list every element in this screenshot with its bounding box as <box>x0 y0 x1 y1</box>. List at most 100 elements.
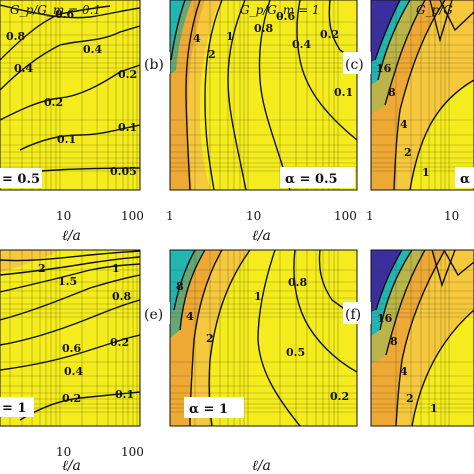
panel-d-xtick-100: 100 <box>121 445 144 459</box>
panel-b-xlabel: ℓ/a <box>252 228 271 244</box>
panel-b-region-teal <box>170 0 184 52</box>
contour-label: 0.8 <box>112 290 131 303</box>
contour-label: 0.6 <box>62 342 81 355</box>
panel-e-letter-box <box>142 302 170 324</box>
contour-label: 0.8 <box>254 22 273 35</box>
contour-label: 0.5 <box>286 346 305 359</box>
panel-f-letter-box <box>343 302 371 324</box>
panel-d-alpha-label: = 1 <box>2 401 26 416</box>
panel-b-letter-box <box>142 52 170 74</box>
panel-b-title: G_p/G_m = 1 <box>240 3 320 17</box>
panel-f-region-indigo <box>371 250 402 312</box>
panel-d-background <box>0 250 140 426</box>
panel-b-xtick-10: 10 <box>246 209 261 223</box>
panel-a-background <box>0 0 140 190</box>
contour-label: 16 <box>377 312 393 325</box>
panel-c-alpha-box <box>455 167 474 188</box>
contour-label: 0.6 <box>55 8 74 21</box>
panel-d-region-light-orange <box>0 250 60 272</box>
contour-label: 0.8 <box>6 30 25 43</box>
panel-f-contour-labels: 16 8 4 2 1 <box>377 312 438 415</box>
panel-a-contour-labels: 0.8 0.6 0.4 0.4 0.2 0.2 0.1 0.1 0.05 <box>6 8 137 178</box>
panel-d: 2 1.5 1 0.8 0.6 0.4 0.2 0.2 0.1 = 1 10 1… <box>0 249 144 474</box>
panel-b: 4 2 1 0.8 0.6 0.4 0.2 0.1 (b) α = 0.5 G_… <box>142 0 358 244</box>
panel-e: 8 4 2 1 0.8 0.5 0.2 (e) α = 1 ℓ/a <box>142 249 358 474</box>
panel-e-alpha-label: α = 1 <box>189 402 228 417</box>
panel-c-frame <box>370 0 474 191</box>
panel-b-contour-labels: 4 2 1 0.8 0.6 0.4 0.2 0.1 <box>193 10 353 99</box>
contour-label: 2 <box>406 392 414 405</box>
panel-c-contour-labels: 16 8 4 2 1 <box>376 62 430 179</box>
contour-label: 0.1 <box>57 133 76 146</box>
panel-f-letter: (f) <box>345 307 361 323</box>
contour-label: 0.2 <box>44 96 63 109</box>
contour-label: 2 <box>404 146 412 159</box>
panel-d-contours <box>0 250 140 421</box>
panel-f-contours <box>375 250 474 426</box>
contour-label: 2 <box>208 48 216 61</box>
panel-c-letter: (c) <box>345 57 364 73</box>
contour-label: 1.5 <box>58 275 77 288</box>
contour-label: 0.1 <box>115 388 134 401</box>
panel-e-xlabel: ℓ/a <box>252 458 271 474</box>
panel-b-alpha-label: α = 0.5 <box>285 172 338 187</box>
panel-e-alpha-box <box>184 397 244 418</box>
contour-label: 16 <box>376 62 392 75</box>
contour-label: 8 <box>176 280 184 293</box>
contour-label: 0.4 <box>83 43 102 56</box>
panel-a: 0.8 0.6 0.4 0.4 0.2 0.2 0.1 0.1 0.05 = 0… <box>0 0 144 244</box>
panel-e-grid <box>170 250 357 426</box>
panel-b-letter: (b) <box>144 57 164 73</box>
panel-b-alpha-box <box>280 167 355 188</box>
panel-c-letter-box <box>343 52 371 74</box>
contour-label: 1 <box>226 30 234 43</box>
panel-f-frame <box>370 249 474 427</box>
panel-a-xlabel: ℓ/a <box>62 228 81 244</box>
panel-f-grid <box>371 250 474 426</box>
contour-label: 0.4 <box>292 38 311 51</box>
panel-c-xtick-1: 1 <box>366 209 374 223</box>
panel-a-grid <box>0 0 140 190</box>
panel-a-title: G_p/G_m = 0.1 <box>10 3 101 17</box>
contour-label: 1 <box>112 262 120 275</box>
contour-label: 4 <box>400 118 408 131</box>
panel-c-grid <box>371 0 474 190</box>
panel-b-xtick-1: 1 <box>166 209 174 223</box>
contour-label: 0.2 <box>330 390 349 403</box>
contour-label: 0.1 <box>334 86 353 99</box>
panel-b-grid <box>170 0 357 190</box>
panel-d-alpha-box <box>0 397 34 417</box>
contour-label: 2 <box>206 332 214 345</box>
panel-c-title: G_p/G <box>416 3 453 17</box>
panel-e-region-teal <box>170 250 195 312</box>
panel-f: 16 8 4 2 1 (f) <box>343 249 474 427</box>
panel-c: 16 8 4 2 1 (c) α G_p/G 1 10 <box>343 0 474 223</box>
panel-a-xtick-10: 10 <box>56 209 71 223</box>
contour-label: 0.1 <box>118 121 137 134</box>
panel-b-contours <box>170 0 357 190</box>
panel-e-frame <box>169 249 358 427</box>
panel-c-alpha-label: α <box>460 172 470 187</box>
contour-label: 1 <box>422 166 430 179</box>
panel-e-letter: (e) <box>144 307 163 323</box>
contour-label: 1 <box>430 402 438 415</box>
contour-label: 0.2 <box>320 28 339 41</box>
contour-label: 0.2 <box>110 336 129 349</box>
panel-a-alpha-label: = 0.5 <box>2 172 40 187</box>
contour-label: 0.4 <box>14 62 33 75</box>
panel-d-xtick-10: 10 <box>56 445 71 459</box>
contour-label: 8 <box>388 86 396 99</box>
contour-label: 0.4 <box>64 365 83 378</box>
contour-label: 0.6 <box>276 10 295 23</box>
contour-label: 4 <box>193 32 201 45</box>
panel-a-alpha-box <box>0 168 42 188</box>
contour-label: 4 <box>400 365 408 378</box>
contour-label: 0.2 <box>118 68 137 81</box>
contour-label: 2 <box>38 262 46 275</box>
panel-d-contour-labels: 2 1.5 1 0.8 0.6 0.4 0.2 0.2 0.1 <box>38 262 134 405</box>
contour-label: 1 <box>254 290 262 303</box>
contour-label: 0.05 <box>110 165 137 178</box>
contour-label: 8 <box>390 335 398 348</box>
contour-label: 0.8 <box>288 276 307 289</box>
